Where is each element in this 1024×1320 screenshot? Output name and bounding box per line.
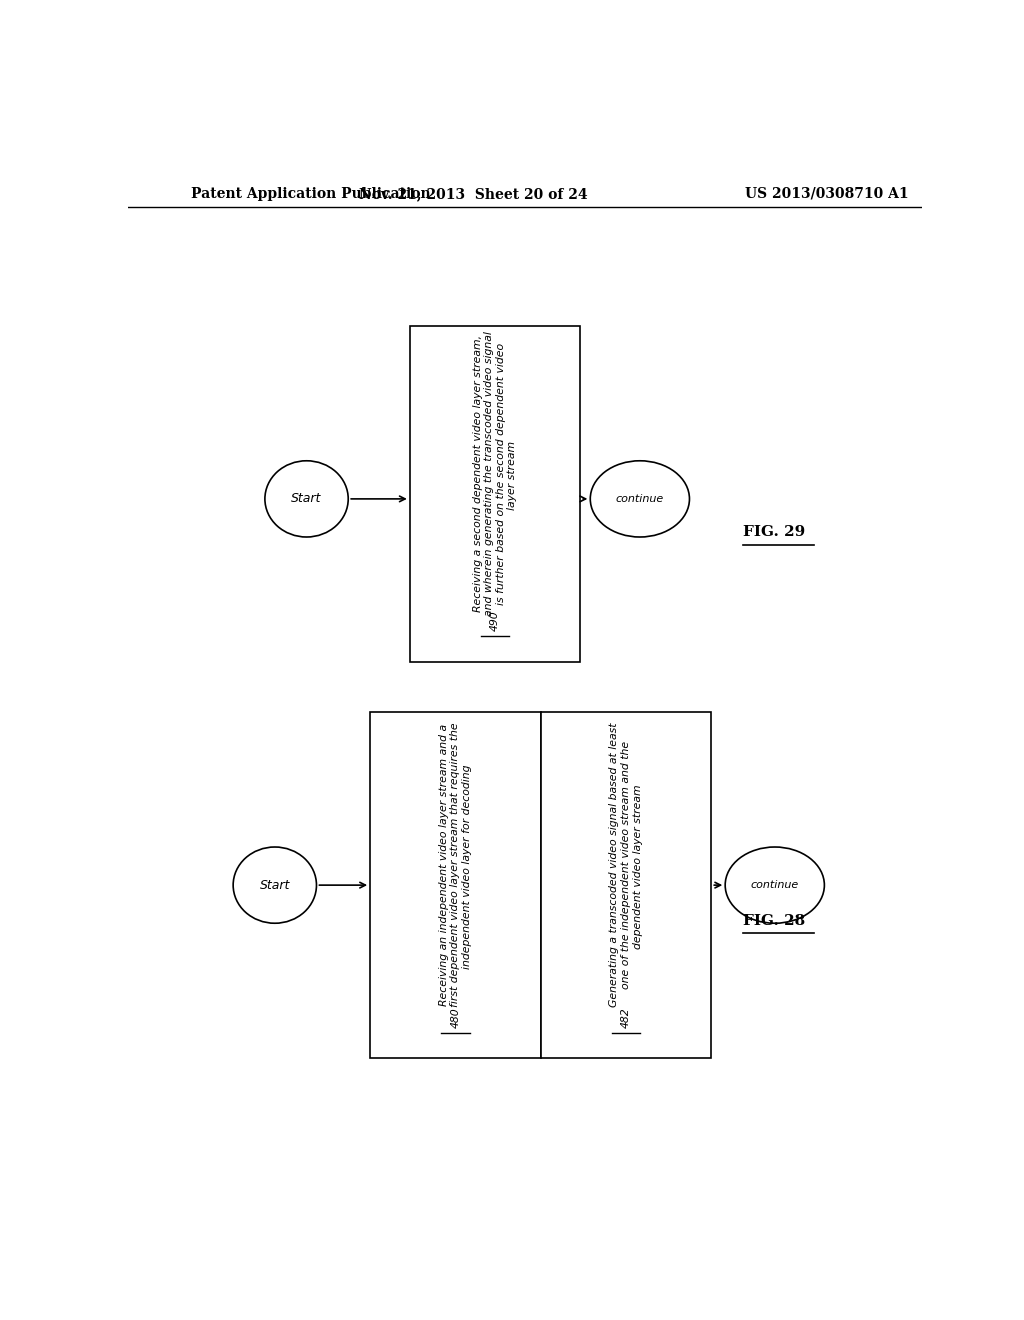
Ellipse shape [590,461,689,537]
Text: continue: continue [751,880,799,890]
Ellipse shape [265,461,348,537]
Text: Nov. 21, 2013  Sheet 20 of 24: Nov. 21, 2013 Sheet 20 of 24 [358,187,588,201]
Text: Patent Application Publication: Patent Application Publication [191,187,431,201]
Text: Start: Start [260,879,290,891]
FancyBboxPatch shape [370,713,541,1057]
Text: 480: 480 [451,1007,461,1027]
Text: continue: continue [615,494,664,504]
Ellipse shape [233,847,316,923]
Text: 482: 482 [621,1007,631,1027]
Text: Generating a transcoded video signal based at least
one of the independent video: Generating a transcoded video signal bas… [609,722,643,1007]
Text: Receiving an independent video layer stream and a
first dependent video layer st: Receiving an independent video layer str… [438,722,472,1007]
Text: Start: Start [292,492,322,506]
Text: FIG. 29: FIG. 29 [743,525,805,540]
Text: 490: 490 [490,611,500,631]
FancyBboxPatch shape [541,713,712,1057]
Ellipse shape [725,847,824,923]
FancyBboxPatch shape [410,326,581,661]
Text: Receiving a second dependent video layer stream,
and wherein generating the tran: Receiving a second dependent video layer… [473,331,517,616]
Text: US 2013/0308710 A1: US 2013/0308710 A1 [744,187,908,201]
Text: FIG. 28: FIG. 28 [743,913,805,928]
